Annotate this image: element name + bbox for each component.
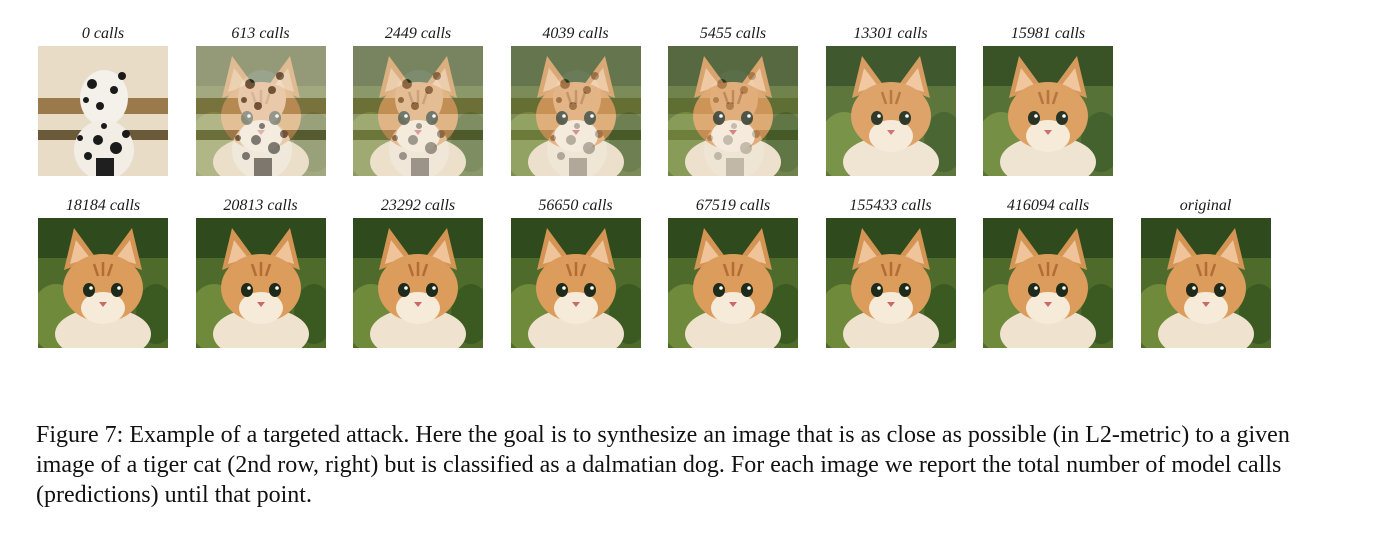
panel-label: 155433 calls <box>849 197 932 214</box>
figure-panel: 18184 calls <box>38 196 168 348</box>
cat-picture <box>510 46 641 176</box>
cat-picture <box>353 218 483 348</box>
panel-image <box>983 218 1113 348</box>
panel-image <box>825 218 956 348</box>
cat-picture <box>353 46 483 176</box>
panel-image <box>38 46 168 176</box>
panel-label: 67519 calls <box>695 197 771 214</box>
cat-picture <box>825 218 956 348</box>
panel-label: 0 calls <box>81 25 125 42</box>
panel-image <box>510 218 641 348</box>
cat-picture <box>983 46 1113 176</box>
panel-image <box>38 218 168 348</box>
figure-panel: 416094 calls <box>983 196 1113 348</box>
panel-label: 20813 calls <box>223 197 298 214</box>
figure-panel: 2449 calls <box>353 24 483 176</box>
figure-panel: 0 calls <box>38 24 168 176</box>
figure-panel: 613 calls <box>195 24 326 176</box>
panel-image <box>1140 218 1271 348</box>
panel-label: 416094 calls <box>1006 197 1090 214</box>
cat-picture <box>510 218 641 348</box>
figure-caption: Figure 7: Example of a targeted attack. … <box>36 422 1290 508</box>
image-row-2: 18184 calls 20813 calls 23292 calls 56650 c… <box>0 196 1400 376</box>
cat-picture <box>195 46 326 176</box>
figure-panel: 13301 calls <box>825 24 956 176</box>
dalmatian-picture <box>38 46 168 176</box>
figure-panel: 67519 calls <box>668 196 798 348</box>
panel-label: 15981 calls <box>1010 25 1086 42</box>
cat-picture <box>825 46 956 176</box>
figure-panel: 155433 calls <box>825 196 956 348</box>
panel-label: 13301 calls <box>853 25 928 42</box>
panel-image <box>825 46 956 176</box>
panel-label: original <box>1179 197 1232 214</box>
panel-image <box>353 218 483 348</box>
panel-label: 4039 calls <box>542 25 609 42</box>
cat-picture <box>1140 218 1271 348</box>
cat-picture <box>38 218 168 348</box>
panel-image <box>510 46 641 176</box>
panel-label: 613 calls <box>231 25 290 42</box>
figure-panel: 4039 calls <box>510 24 641 176</box>
panel-image <box>983 46 1113 176</box>
cat-picture <box>195 218 326 348</box>
panel-label: 5455 calls <box>699 25 767 42</box>
panel-label: 23292 calls <box>380 197 456 214</box>
panel-label: 2449 calls <box>384 25 452 42</box>
figure-panel: 15981 calls <box>983 24 1113 176</box>
figure-panel: original <box>1140 196 1271 348</box>
figure-panel: 23292 calls <box>353 196 483 348</box>
panel-image <box>668 218 798 348</box>
figure-panel: 56650 calls <box>510 196 641 348</box>
cat-picture <box>668 218 798 348</box>
cat-picture <box>668 46 798 176</box>
panel-label: 18184 calls <box>65 197 141 214</box>
image-row-1: 0 calls 613 calls 2449 calls 4039 calls 5455… <box>0 24 1400 204</box>
panel-image <box>195 218 326 348</box>
panel-image <box>195 46 326 176</box>
figure-panel: 5455 calls <box>668 24 798 176</box>
figure-panel: 20813 calls <box>195 196 326 348</box>
panel-label: 56650 calls <box>538 197 613 214</box>
cat-picture <box>983 218 1113 348</box>
panel-image <box>353 46 483 176</box>
panel-image <box>668 46 798 176</box>
